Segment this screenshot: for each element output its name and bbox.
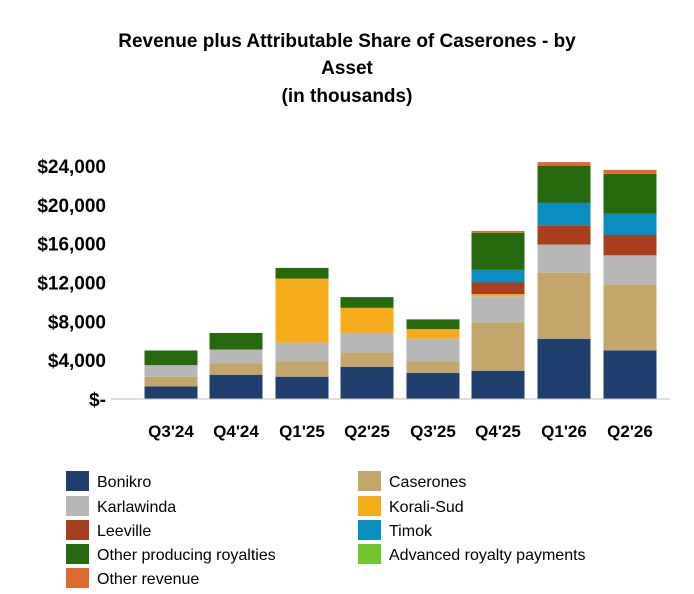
legend-label-bonikro: Bonikro — [97, 474, 151, 491]
plot-area: $- $4,000 $8,000 $12,000 $16,000 $20,000 $24,0… — [37, 157, 670, 441]
x-tick-label: Q1'25 — [279, 422, 325, 441]
legend-swatch-korali-sud — [358, 496, 381, 516]
bar-other-producing-royalties — [340, 297, 394, 308]
legend-swatch-caserones — [358, 471, 381, 491]
legend: Bonikro Caserones Karlawinda Korali-Sud Leev… — [66, 471, 586, 588]
y-tick-label: $4,000 — [48, 351, 106, 372]
bar-bonikro — [209, 374, 263, 399]
legend-swatch-other-revenue — [66, 568, 89, 588]
bar-bonikro — [406, 372, 460, 399]
chart-title-line: Asset — [321, 58, 373, 79]
bar-karlawinda — [406, 338, 460, 362]
legend-swatch-leeville — [66, 520, 89, 540]
bar-leeville — [537, 225, 591, 245]
bar-bonikro — [275, 376, 329, 399]
legend-label-advanced-royalty-payments: Advanced royalty payments — [389, 547, 586, 564]
bar-bonikro — [537, 338, 591, 399]
bar-timok — [537, 202, 591, 226]
bar-other-producing-royalties — [406, 319, 460, 330]
x-tick-label: Q4'24 — [213, 422, 259, 441]
chart-title: Revenue plus Attributable Share of Caser… — [118, 31, 576, 107]
bar-korali-sud — [406, 329, 460, 339]
bar-karlawinda — [340, 333, 394, 353]
x-tick-label: Q3'24 — [148, 422, 194, 441]
legend-label-other-producing-royalties: Other producing royalties — [97, 547, 276, 564]
legend-label-timok: Timok — [389, 523, 433, 540]
x-tick-label: Q4'25 — [475, 422, 521, 441]
x-tick-label: Q2'26 — [607, 422, 653, 441]
bar-bonikro — [603, 350, 657, 399]
y-tick-label: $20,000 — [37, 196, 106, 217]
legend-swatch-advanced-royalty-payments — [358, 544, 381, 564]
bar-other-producing-royalties — [537, 166, 591, 203]
chart-title-line: (in thousands) — [282, 86, 413, 107]
legend-swatch-bonikro — [66, 471, 89, 491]
y-tick-label: $24,000 — [37, 157, 106, 178]
bar-caserones — [144, 376, 198, 387]
bar-other-producing-royalties — [471, 233, 525, 270]
y-tick-label: $8,000 — [48, 312, 106, 333]
bar-caserones — [340, 352, 394, 367]
bar-bonikro — [340, 367, 394, 399]
bar-karlawinda — [471, 296, 525, 323]
bar-karlawinda — [603, 255, 657, 285]
bar-other-producing-royalties — [209, 333, 263, 350]
legend-label-korali-sud: Korali-Sud — [389, 499, 464, 516]
bar-karlawinda — [144, 365, 198, 377]
legend-label-other-revenue: Other revenue — [97, 571, 199, 588]
legend-swatch-karlawinda — [66, 496, 89, 516]
bar-korali-sud — [275, 278, 329, 343]
bar-leeville — [603, 234, 657, 256]
bar-other-revenue — [603, 169, 657, 174]
bar-korali-sud — [471, 294, 525, 296]
bar-leeville — [471, 282, 525, 295]
bar-caserones — [209, 363, 263, 375]
bar-bonikro — [144, 386, 198, 399]
bar-other-producing-royalties — [603, 173, 657, 214]
y-tick-label: $- — [89, 390, 106, 411]
x-tick-label: Q1'26 — [541, 422, 587, 441]
bar-caserones — [603, 284, 657, 351]
bar-karlawinda — [537, 244, 591, 273]
bar-korali-sud — [340, 307, 394, 333]
bar-caserones — [275, 361, 329, 377]
bar-other-producing-royalties — [275, 267, 329, 279]
bar-other-revenue — [471, 231, 525, 233]
bar-bonikro — [471, 370, 525, 399]
bar-timok — [471, 269, 525, 283]
bar-caserones — [406, 361, 460, 373]
y-tick-label: $16,000 — [37, 235, 106, 256]
legend-label-karlawinda: Karlawinda — [97, 499, 176, 516]
y-tick-label: $12,000 — [37, 274, 106, 295]
x-tick-label: Q2'25 — [344, 422, 390, 441]
x-tick-label: Q3'25 — [410, 422, 456, 441]
bar-caserones — [471, 322, 525, 371]
bar-karlawinda — [209, 349, 263, 364]
legend-swatch-other-producing-royalties — [66, 544, 89, 564]
bar-other-revenue — [537, 162, 591, 166]
bar-other-producing-royalties — [144, 350, 198, 366]
legend-label-caserones: Caserones — [389, 474, 466, 491]
bar-caserones — [537, 272, 591, 339]
legend-label-leeville: Leeville — [97, 523, 151, 540]
bar-karlawinda — [275, 342, 329, 362]
chart-title-line: Revenue plus Attributable Share of Caser… — [118, 31, 576, 52]
bar-timok — [603, 213, 657, 235]
legend-swatch-timok — [358, 520, 381, 540]
